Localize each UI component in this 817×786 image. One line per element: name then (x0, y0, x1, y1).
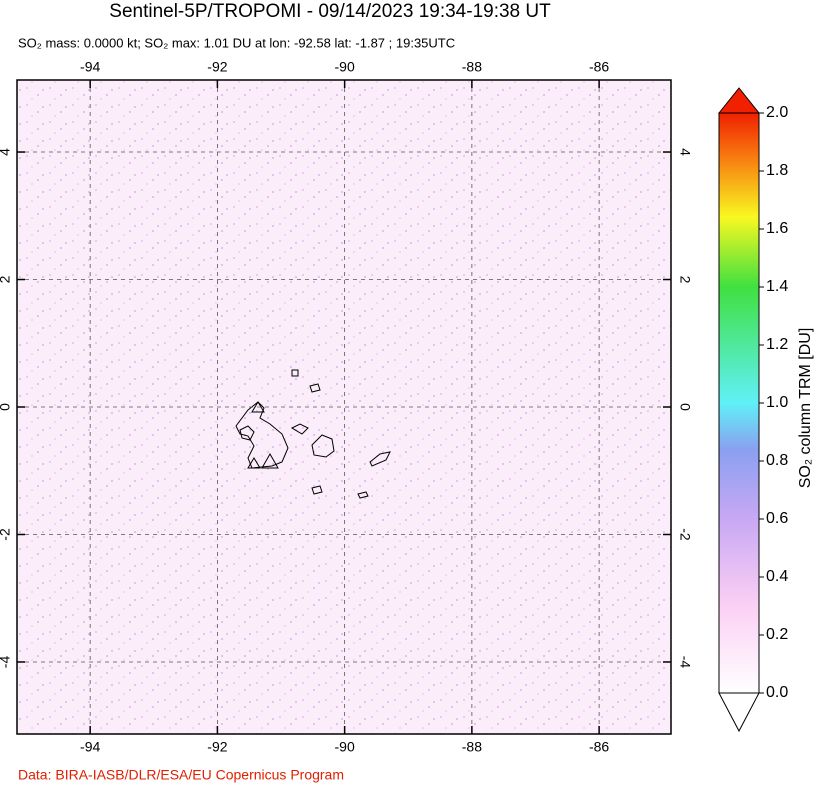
x-tick-label: -94 (80, 59, 100, 75)
colorbar-tick-label: 0.6 (766, 510, 788, 527)
y-tick-label: 4 (677, 148, 693, 156)
credit: Data: BIRA-IASB/DLR/ESA/EU Copernicus Pr… (18, 767, 344, 783)
y-tick-label: 2 (0, 275, 13, 283)
x-tick-label: -92 (207, 739, 227, 755)
colorbar-tick-label: 1.4 (766, 278, 788, 295)
x-tick-label: -88 (462, 739, 482, 755)
x-tick-label: -86 (589, 59, 609, 75)
y-tick-label: 0 (677, 403, 693, 411)
colorbar-min-arrow (718, 692, 760, 733)
colorbar-label: SO₂ column TRM [DU] (797, 328, 814, 489)
y-tick-label: -2 (0, 528, 13, 541)
y-tick-label: 0 (0, 403, 13, 411)
map-frame (16, 79, 672, 735)
colorbar-tick-label: 1.6 (766, 220, 788, 237)
subtitle: SO₂ mass: 0.0000 kt; SO₂ max: 1.01 DU at… (18, 35, 455, 50)
y-tick-label: -2 (677, 528, 693, 541)
x-tick-label: -88 (462, 59, 482, 75)
title: Sentinel-5P/TROPOMI - 09/14/2023 19:34-1… (109, 1, 551, 22)
x-tick-label: -92 (207, 59, 227, 75)
x-tick-label: -94 (80, 739, 100, 755)
y-tick-label: -4 (677, 656, 693, 669)
colorbar-tick-label: 1.0 (766, 394, 788, 411)
x-tick-label: -86 (589, 739, 609, 755)
colorbar-tick-label: 0.4 (766, 568, 788, 585)
colorbar-tick-label: 2.0 (766, 104, 788, 121)
y-tick-label: 2 (677, 276, 693, 284)
y-tick-label: 4 (0, 148, 13, 156)
colorbar-tick-label: 0.8 (766, 452, 788, 469)
colorbar-tick-label: 1.2 (766, 336, 788, 353)
colorbar-tick-label: 0.0 (766, 684, 788, 701)
colorbar-tick-label: 1.8 (766, 162, 788, 179)
colorbar (718, 112, 760, 694)
x-tick-label: -90 (335, 739, 355, 755)
colorbar-max-arrow (717, 87, 761, 114)
y-tick-label: -4 (0, 656, 13, 669)
x-tick-label: -90 (335, 59, 355, 75)
colorbar-tick-label: 0.2 (766, 626, 788, 643)
